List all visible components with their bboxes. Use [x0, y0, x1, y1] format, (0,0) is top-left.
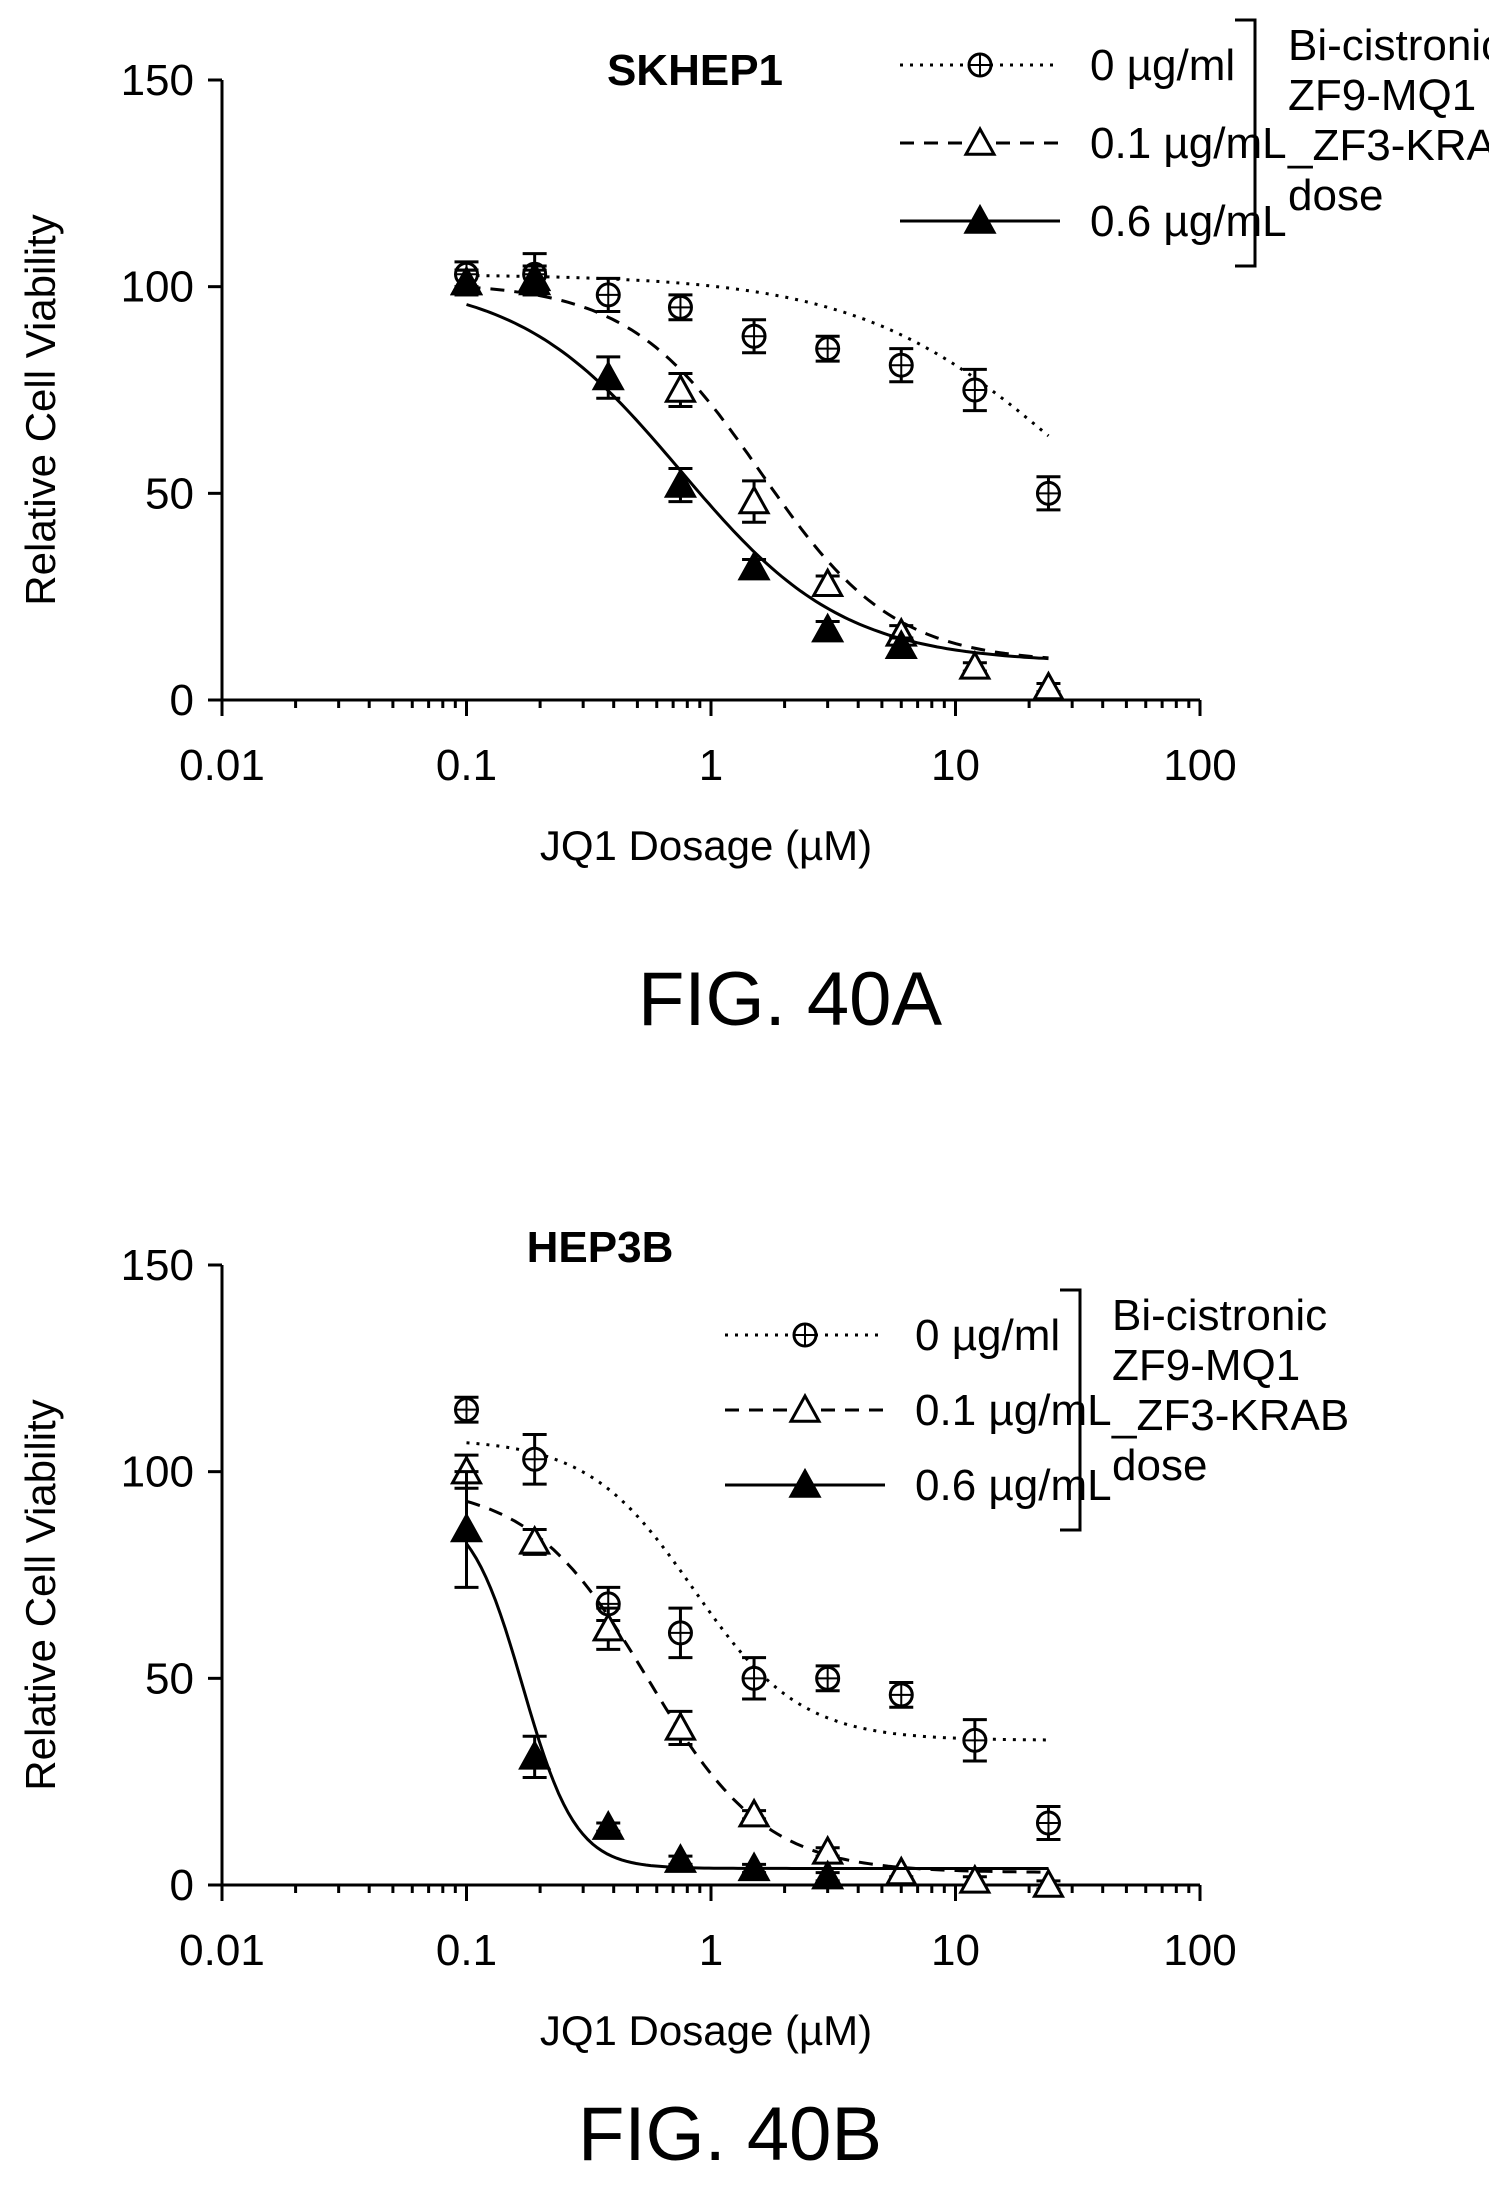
- figure-label: FIG. 40B: [578, 2092, 882, 2177]
- y-tick-label: 100: [121, 1448, 194, 1497]
- legend-entry-1: 0 µg/ml: [725, 1311, 1060, 1360]
- data-point: [740, 554, 768, 579]
- data-point: [594, 364, 622, 389]
- y-tick-label: 0: [170, 676, 194, 725]
- legend-entry-3: 0.6 µg/mL: [900, 197, 1287, 246]
- data-point: [740, 1801, 768, 1826]
- x-tick-label: 0.1: [436, 741, 497, 790]
- fit-curve-1: [467, 276, 1049, 436]
- x-tick-label: 1: [699, 741, 723, 790]
- y-tick-label: 150: [121, 1241, 194, 1290]
- x-tick-label: 10: [931, 741, 980, 790]
- x-tick-label: 0.01: [179, 1926, 265, 1975]
- legend-label: 0.1 µg/mL: [915, 1386, 1112, 1435]
- y-axis-title: Relative Cell Viability: [17, 214, 64, 605]
- legend-marker: [791, 1396, 819, 1421]
- data-point: [887, 1859, 915, 1884]
- y-tick-label: 0: [170, 1861, 194, 1910]
- legend-label: 0.6 µg/mL: [915, 1461, 1112, 1510]
- data-point: [1034, 674, 1062, 699]
- data-point: [666, 1846, 694, 1871]
- legend-group-label: Bi-cistronic: [1112, 1291, 1327, 1340]
- data-point: [740, 488, 768, 513]
- data-point: [666, 1714, 694, 1739]
- chart-title: HEP3B: [527, 1223, 674, 1272]
- chart-panel-1: 0 50 100 150 0.01 0.1 1 10 100 JQ1 Dosage (µM) Rel…: [17, 20, 1489, 1042]
- x-tick-label: 0.01: [179, 741, 265, 790]
- legend-entry-3: 0.6 µg/mL: [725, 1461, 1112, 1510]
- legend-group-label: ZF9-MQ1: [1112, 1341, 1300, 1390]
- legend-label: 0 µg/ml: [1090, 41, 1235, 90]
- x-tick-label: 0.1: [436, 1926, 497, 1975]
- data-point: [594, 1813, 622, 1838]
- legend-group-label: dose: [1288, 171, 1383, 220]
- data-point: [594, 1615, 622, 1640]
- legend-label: 0.6 µg/mL: [1090, 197, 1287, 246]
- x-tick-label: 100: [1163, 1926, 1236, 1975]
- x-tick-label: 10: [931, 1926, 980, 1975]
- legend-entry-2: 0.1 µg/mL: [900, 119, 1287, 168]
- y-axis-title: Relative Cell Viability: [17, 1399, 64, 1790]
- x-tick-label: 1: [699, 1926, 723, 1975]
- y-tick-label: 100: [121, 263, 194, 312]
- legend-label: 0 µg/ml: [915, 1311, 1060, 1360]
- legend-entry-2: 0.1 µg/mL: [725, 1386, 1112, 1435]
- legend-label: 0.1 µg/mL: [1090, 119, 1287, 168]
- chart-panel-2: 0 50 100 150 0.01 0.1 1 10 100 JQ1 Dosage (µM) Rel…: [17, 1223, 1349, 2177]
- legend-group-label: _ZF3-KRAB: [1111, 1391, 1349, 1440]
- chart-title: SKHEP1: [607, 46, 783, 95]
- legend-group-label: ZF9-MQ1: [1288, 71, 1476, 120]
- data-point: [814, 616, 842, 641]
- x-axis-title: JQ1 Dosage (µM): [540, 2007, 872, 2054]
- legend-group-label: dose: [1112, 1441, 1207, 1490]
- legend-group-label: Bi-cistronic: [1288, 21, 1489, 70]
- data-point: [814, 570, 842, 595]
- figure-label: FIG. 40A: [638, 957, 942, 1042]
- legend-marker: [966, 129, 994, 154]
- x-axis-title: JQ1 Dosage (µM): [540, 822, 872, 869]
- data-point: [814, 1863, 842, 1888]
- data-point: [814, 1838, 842, 1863]
- legend-entry-1: 0 µg/ml: [900, 41, 1235, 90]
- y-tick-label: 150: [121, 56, 194, 105]
- data-point: [521, 1528, 549, 1553]
- x-tick-label: 100: [1163, 741, 1236, 790]
- y-tick-label: 50: [145, 1654, 194, 1703]
- data-point: [961, 653, 989, 678]
- data-point: [453, 1516, 481, 1541]
- y-tick-label: 50: [145, 469, 194, 518]
- legend-group-label: _ZF3-KRAB: [1287, 121, 1489, 170]
